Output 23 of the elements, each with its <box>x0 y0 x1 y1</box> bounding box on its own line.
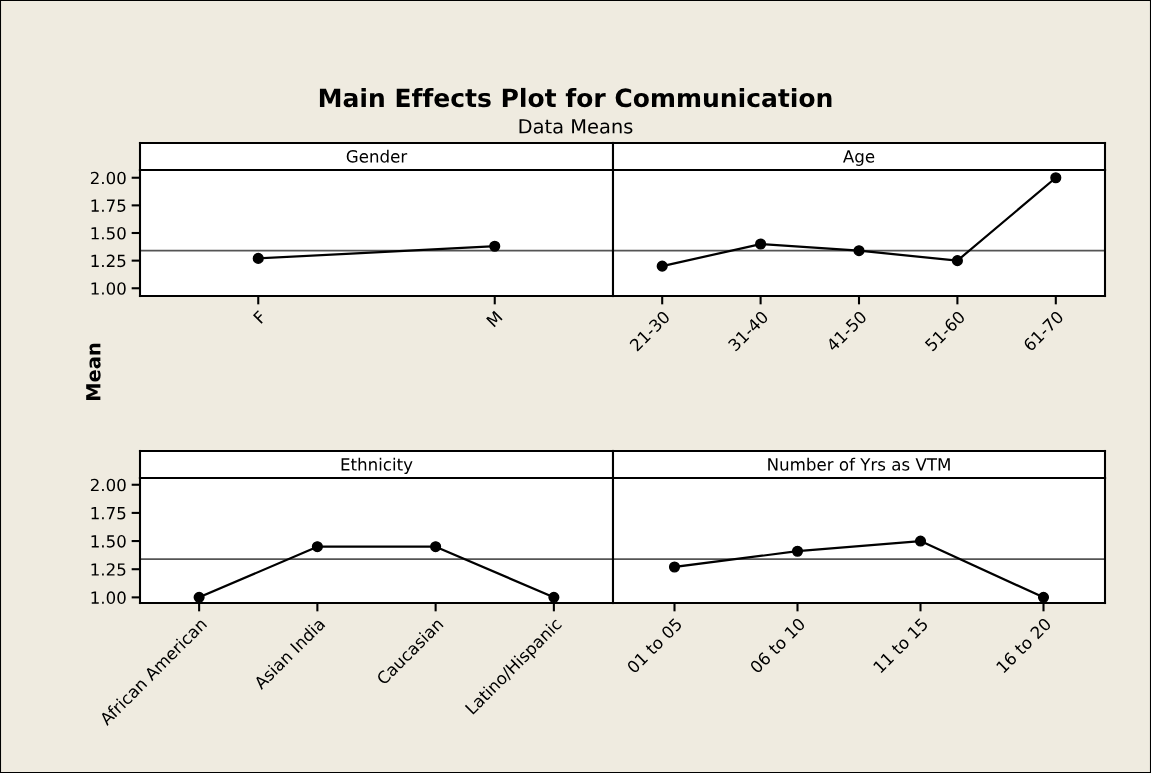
x-tick-label: 11 to 15 <box>872 617 929 674</box>
chart-title: Number of Yrs as VTM <box>768 457 950 471</box>
y-tick-label: 1.75 <box>91 507 126 520</box>
x-tick-label: 16 to 20 <box>995 617 1052 674</box>
x-tick-label: 06 to 10 <box>749 617 806 674</box>
y-tick-label: 1.25 <box>91 563 126 576</box>
y-tick-label: 2.00 <box>90 171 126 185</box>
chart-title: Gender <box>346 149 408 163</box>
y-tick-label: 1.25 <box>91 254 126 268</box>
x-tick-label: M <box>486 310 503 328</box>
chart-title: Age <box>843 150 875 166</box>
chart-title: Ethnicity <box>341 457 413 474</box>
text: Main Effects Plot for Communication <box>319 87 832 108</box>
y-tick-label: 1.50 <box>91 535 126 548</box>
y-axis-title: Mean <box>86 343 101 400</box>
x-tick-label: 01 to 05 <box>626 617 683 674</box>
y-tick-label: 1.50 <box>91 226 126 240</box>
y-tick-label: 1.00 <box>91 282 126 295</box>
y-tick-label: 2.00 <box>90 478 126 492</box>
x-tick-label: F <box>252 310 267 324</box>
y-tick-label: 1.75 <box>91 199 126 212</box>
text: Data Means <box>519 119 633 134</box>
y-tick-label: 1.00 <box>91 591 126 604</box>
